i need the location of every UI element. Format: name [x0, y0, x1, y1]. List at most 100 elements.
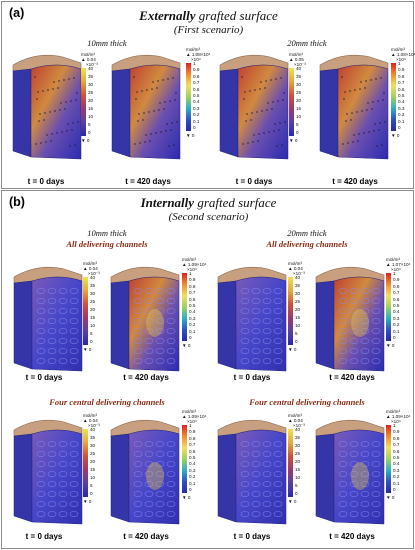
surface-dot: [253, 134, 255, 136]
channel: [262, 471, 272, 477]
surface-dot: [52, 88, 54, 90]
channel: [349, 328, 359, 334]
channel: [262, 481, 272, 487]
block-front-face: [235, 276, 287, 372]
surface-dot: [345, 120, 347, 122]
colorbar-unit: mol/m³: [83, 413, 98, 418]
surface-dot: [156, 87, 158, 89]
colorbar-tick-label: 15: [295, 467, 301, 472]
block-side-face: [110, 433, 130, 523]
surface-dot: [358, 133, 360, 135]
channel: [166, 358, 176, 364]
block-side-face: [315, 433, 335, 523]
channel: [166, 338, 176, 344]
block-render: [12, 54, 82, 160]
colorbar-tick-label: 0.7: [189, 442, 196, 448]
surface-dot: [155, 132, 157, 134]
channel: [273, 328, 283, 334]
channel: [349, 298, 359, 304]
channel: [144, 298, 154, 304]
colorbar-tick-label: 0.5: [189, 455, 196, 460]
caption-a4: t = 420 days: [332, 177, 378, 186]
surface-dot: [242, 143, 244, 145]
channel: [58, 461, 68, 467]
channel: [251, 348, 261, 354]
surface-dot: [46, 134, 48, 136]
surface-dot: [151, 88, 153, 90]
channel: [69, 501, 79, 507]
channel: [240, 308, 250, 314]
surface-dot: [379, 122, 381, 124]
channel: [240, 511, 250, 517]
channel: [251, 298, 261, 304]
channel: [36, 348, 46, 354]
surface-dot: [251, 112, 253, 114]
colorbar-min: ▼ 0: [182, 495, 191, 500]
channel: [349, 511, 359, 517]
channel: [338, 501, 348, 507]
colorbar-max: ▲ 1.07×10⁴: [386, 262, 411, 267]
colorbar-tick-label: 0.2: [189, 474, 196, 480]
surface-dot: [271, 108, 273, 110]
colorbar-tick-label: 10: [295, 323, 301, 328]
concentration-hotspot: [351, 309, 369, 337]
channel: [338, 461, 348, 467]
surface-dot: [150, 133, 152, 135]
block-render: [111, 54, 181, 160]
colorbar-exponent: ×10⁻³: [88, 423, 100, 428]
surface-dot: [47, 89, 49, 91]
surface-dot: [273, 130, 275, 132]
channel: [338, 358, 348, 364]
surface-dot: [368, 131, 370, 133]
channel: [133, 441, 143, 447]
surface-dot: [366, 109, 368, 111]
channel: [36, 288, 46, 294]
colorbar-tick-label: 25: [88, 90, 94, 95]
channel: [144, 318, 154, 324]
colorbar-tick-label: 0.3: [193, 105, 200, 111]
channel: [155, 501, 165, 507]
colorbar-unit: mol/m³: [182, 409, 197, 414]
colorbar-max: ▲ 0.04: [81, 57, 96, 62]
surface-dot: [167, 78, 169, 80]
surface-dot: [143, 112, 145, 114]
block-side-face: [13, 433, 33, 523]
surface-dot: [76, 92, 78, 94]
channel: [36, 461, 46, 467]
surface-dot: [72, 122, 74, 124]
colorbar-tick-label: 20: [88, 98, 94, 103]
colorbar-min: ▼ 0: [386, 343, 395, 348]
surface-dot: [49, 111, 51, 113]
channel: [58, 328, 68, 334]
colorbar-exponent: ×10⁻³: [294, 62, 306, 67]
colorbar-tick-label: 10: [90, 475, 96, 480]
colorbar-max: ▲ 1.08×10⁴: [186, 52, 211, 57]
channel: [262, 348, 272, 354]
colorbar-tick-label: 40: [90, 275, 96, 280]
colorbar-tick-label: 15: [90, 315, 96, 320]
colorbar-min: ▼ 0: [391, 133, 400, 138]
colorbar-min: ▼ 0: [288, 499, 297, 504]
colorbar-tick-label: 0.5: [393, 303, 400, 308]
colorbar-tick-label: 0.2: [393, 474, 400, 480]
colorbar-tick-label: 0.6: [393, 296, 400, 302]
surface-dot: [373, 130, 375, 132]
colorbar-max: ▲ 0.04: [288, 266, 303, 271]
channel: [166, 318, 176, 324]
channel: [338, 451, 348, 457]
channel: [58, 511, 68, 517]
surface-dot: [45, 141, 47, 143]
channel: [338, 338, 348, 344]
channel: [273, 481, 283, 487]
surface-dot: [57, 87, 59, 89]
surface-dot: [39, 113, 41, 115]
channel: [144, 308, 154, 314]
channel: [69, 481, 79, 487]
channel: [133, 308, 143, 314]
surface-dot: [249, 90, 251, 92]
channel: [349, 308, 359, 314]
channel: [36, 441, 46, 447]
channel: [155, 461, 165, 467]
colorbar-tick-label: 0: [90, 339, 93, 344]
block-front-face: [337, 64, 389, 160]
